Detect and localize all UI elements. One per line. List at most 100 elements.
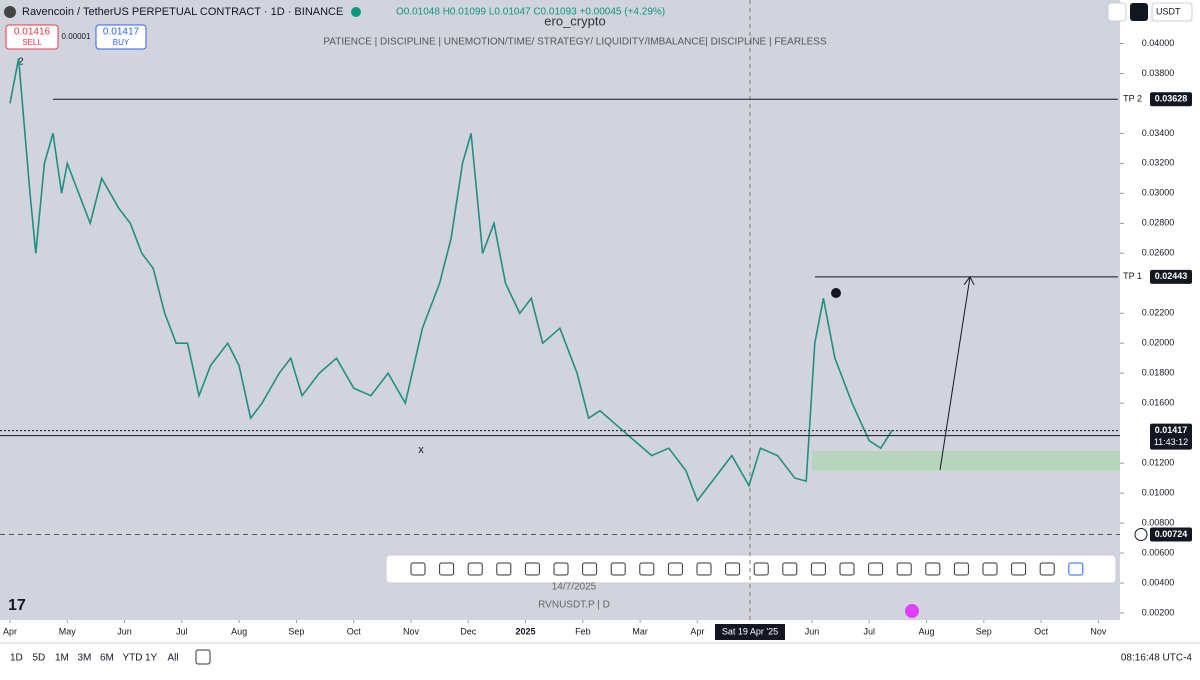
x-tick-label: Feb [575,626,591,636]
tool-icon[interactable] [1068,562,1084,576]
x-tick-label: Dec [460,626,477,636]
y-tick-label: 0.02200 [1142,308,1175,318]
tool-icon[interactable] [410,562,426,576]
crosshair-label: Sat 19 Apr '25 [722,626,778,636]
range-button[interactable]: All [168,653,179,664]
y-tick-label: 0.01200 [1142,458,1175,468]
last-price-label: 0.01417 [1155,425,1188,435]
y-tick-label: 0.02600 [1142,248,1175,258]
x-tick-label: Jun [805,626,820,636]
tool-icon[interactable] [439,562,455,576]
layout-button[interactable] [1130,3,1148,21]
status-dot [351,7,361,17]
range-button[interactable]: 1D [10,653,23,664]
y-tick-label: 0.01800 [1142,368,1175,378]
y-tick-label: 0.02800 [1142,218,1175,228]
buy-price: 0.01417 [103,27,140,38]
range-button[interactable]: 1Y [145,653,158,664]
x-tick-label: Mar [632,626,648,636]
x-tick-label: Apr [690,626,704,636]
tool-icon[interactable] [1011,562,1027,576]
x-tick-label: Oct [347,626,362,636]
x-tick-label: Sep [976,626,992,636]
tool-icon[interactable] [667,562,683,576]
motto: PATIENCE | DISCIPLINE | UNEMOTION/TIME/ … [323,37,827,48]
range-button[interactable]: 6M [100,653,114,664]
x-tick-label: Jul [176,626,188,636]
tool-icon[interactable] [782,562,798,576]
tool-icon[interactable] [610,562,626,576]
tool-icon[interactable] [896,562,912,576]
y-tick-label: 0.01000 [1142,487,1175,497]
buy-button[interactable] [95,24,147,50]
demand-zone [811,451,1120,471]
y-tick-label: 0.03400 [1142,128,1175,138]
y-tick-label: 0.00200 [1142,607,1175,617]
tool-icon[interactable] [524,562,540,576]
range-button[interactable]: 3M [78,653,92,664]
tool-icon[interactable] [582,562,598,576]
currency-button[interactable] [1151,2,1193,22]
alert-label: 0.00724 [1155,529,1188,539]
sell-label: SELL [22,38,42,47]
tv-logo: 17 [8,597,26,614]
plot-bg [0,0,1120,643]
range-button[interactable]: 5D [33,653,46,664]
buy-label: BUY [113,38,130,47]
y-tick-label: 0.04000 [1142,38,1175,48]
clock-marker [831,288,841,298]
x-marker: x [418,444,424,456]
x-tick-label: Oct [1034,626,1049,636]
tool-icon[interactable] [1039,562,1055,576]
price-line [9,58,893,503]
x-tick-label: 2025 [516,626,536,636]
tool-icon[interactable] [553,562,569,576]
tool-icon[interactable] [925,562,941,576]
projection-arrow [939,276,971,471]
x-tick-label: May [59,626,77,636]
y-tick-label: 0.03000 [1142,188,1175,198]
y-tick-label: 0.03800 [1142,68,1175,78]
tool-icon[interactable] [953,562,969,576]
target-label-bg [1150,92,1192,107]
target-name: TP 2 [1123,94,1142,104]
sell-button[interactable] [5,24,59,50]
x-tick-label: Apr [3,626,17,636]
y-tick-label: 0.03200 [1142,158,1175,168]
tool-icon[interactable] [810,562,826,576]
y-tick-label: 0.00400 [1142,577,1175,587]
time-axis-bg [0,620,1120,643]
download-button[interactable] [1107,2,1127,22]
target-label-bg [1150,269,1192,284]
target-label: 0.02443 [1155,271,1188,281]
drawing-toolbar [385,554,1117,584]
tool-icon[interactable] [467,562,483,576]
tool-icon[interactable] [725,562,741,576]
symbol-icon [4,6,16,18]
date-range-icon[interactable] [195,649,211,665]
tool-icon[interactable] [753,562,769,576]
replay-icon[interactable] [905,604,919,618]
tool-icon[interactable] [839,562,855,576]
tool-icon[interactable] [982,562,998,576]
range-button[interactable]: YTD [123,653,143,664]
x-tick-label: Nov [403,626,420,636]
toolbar-bg [385,554,1117,584]
currency: USDT [1156,6,1181,16]
range-button[interactable]: 1M [55,653,69,664]
tool-icon[interactable] [696,562,712,576]
tool-icon[interactable] [639,562,655,576]
x-tick-label: Sep [288,626,304,636]
tool-icon[interactable] [868,562,884,576]
tool-icon[interactable] [496,562,512,576]
alert-icon [1134,527,1148,541]
last-price-bg [1150,423,1192,450]
ohlc: O0.01048 H0.01099 L0.01047 C0.01093 +0.0… [396,7,665,18]
date-label: 14/7/2025 [552,582,597,593]
symbol-title: Ravencoin / TetherUS PERPETUAL CONTRACT … [22,6,343,18]
countdown: 11:43:12 [1154,437,1188,447]
crosshair-label-bg [715,624,785,640]
x-tick-label: Jul [863,626,875,636]
